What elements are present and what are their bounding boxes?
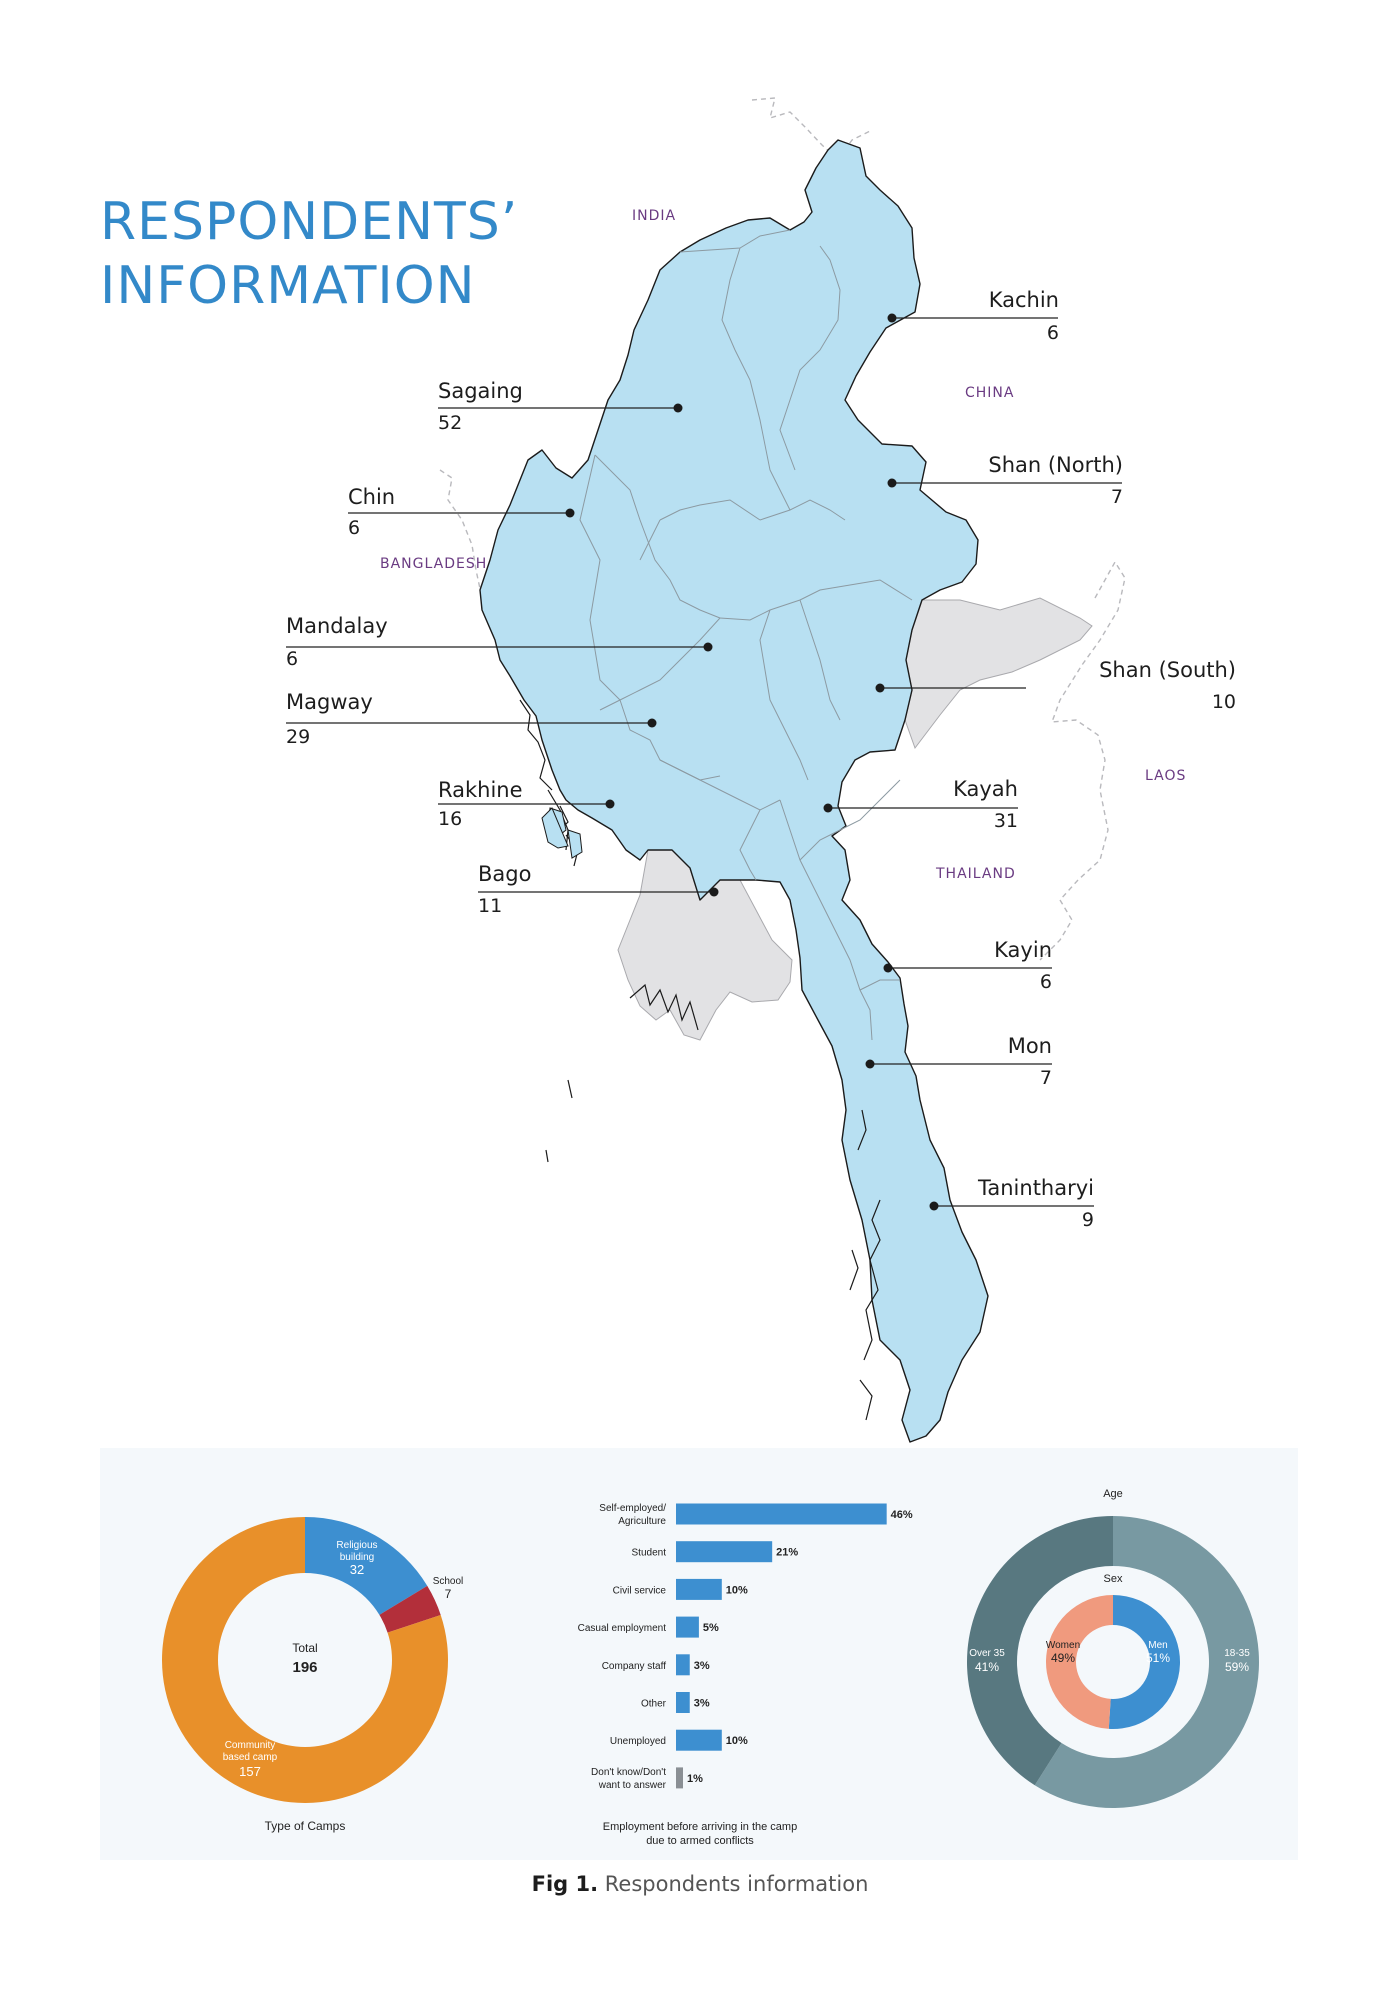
islands bbox=[541, 807, 583, 859]
myanmar-surveyed-regions bbox=[479, 139, 989, 1443]
region-value-shan-south: 10 bbox=[1211, 691, 1236, 713]
region-name-rakhine: Rakhine bbox=[438, 778, 523, 802]
country-label-thailand: THAILAND bbox=[936, 866, 1016, 882]
region-value-chin: 6 bbox=[348, 517, 361, 539]
region-name-magway: Magway bbox=[286, 690, 373, 714]
point-chin bbox=[565, 508, 575, 518]
point-kayah bbox=[823, 803, 833, 813]
point-sagaing bbox=[673, 403, 683, 413]
region-name-tanintharyi: Tanintharyi bbox=[978, 1176, 1094, 1200]
region-value-sagaing: 52 bbox=[438, 412, 463, 434]
country-label-bangladesh: BANGLADESH bbox=[380, 556, 488, 572]
figure-caption: Fig 1. Respondents information bbox=[0, 1872, 1400, 1896]
point-kayin bbox=[883, 963, 893, 973]
country-label-china: CHINA bbox=[965, 385, 1015, 401]
region-boundaries bbox=[579, 229, 913, 1041]
country-label-laos: LAOS bbox=[1145, 768, 1187, 784]
page-title: RESPONDENTS’ INFORMATION bbox=[100, 190, 518, 318]
region-value-mandalay: 6 bbox=[286, 648, 299, 670]
region-value-kachin: 6 bbox=[1046, 322, 1059, 344]
point-magway bbox=[647, 718, 657, 728]
region-name-bago: Bago bbox=[478, 862, 532, 886]
region-name-chin: Chin bbox=[348, 485, 396, 509]
region-value-magway: 29 bbox=[286, 726, 311, 748]
title-line-1: RESPONDENTS’ bbox=[100, 192, 519, 252]
point-rakhine bbox=[605, 799, 615, 809]
region-name-shan-south: Shan (South) bbox=[1099, 658, 1236, 682]
point-mon bbox=[865, 1059, 875, 1069]
region-name-mon: Mon bbox=[1007, 1034, 1052, 1058]
charts-panel bbox=[100, 1448, 1298, 1860]
region-points bbox=[565, 313, 939, 1211]
region-name-mandalay: Mandalay bbox=[286, 614, 388, 638]
leader-lines bbox=[286, 317, 1122, 1207]
country-label-india: INDIA bbox=[632, 208, 677, 224]
region-name-kayah: Kayah bbox=[953, 777, 1018, 801]
region-value-shan-north: 7 bbox=[1110, 486, 1123, 508]
region-name-shan-north: Shan (North) bbox=[988, 453, 1123, 477]
region-name-kayin: Kayin bbox=[994, 938, 1052, 962]
region-name-sagaing: Sagaing bbox=[438, 379, 523, 403]
point-shan-north bbox=[887, 478, 897, 488]
region-value-mon: 7 bbox=[1039, 1067, 1052, 1089]
point-tanintharyi bbox=[929, 1201, 939, 1211]
region-value-bago: 11 bbox=[478, 895, 503, 917]
caption-label: Fig 1. bbox=[531, 1872, 599, 1896]
point-shan-south bbox=[875, 683, 885, 693]
title-line-2: INFORMATION bbox=[100, 256, 476, 316]
point-bago bbox=[709, 887, 719, 897]
region-value-tanintharyi: 9 bbox=[1081, 1209, 1094, 1231]
region-value-kayin: 6 bbox=[1039, 971, 1052, 993]
point-mandalay bbox=[703, 642, 713, 652]
region-name-kachin: Kachin bbox=[988, 288, 1059, 312]
region-value-kayah: 31 bbox=[993, 810, 1018, 832]
caption-text: Respondents information bbox=[598, 1872, 869, 1896]
point-kachin bbox=[887, 313, 897, 323]
myanmar-map bbox=[286, 97, 1126, 1443]
region-value-rakhine: 16 bbox=[438, 808, 463, 830]
